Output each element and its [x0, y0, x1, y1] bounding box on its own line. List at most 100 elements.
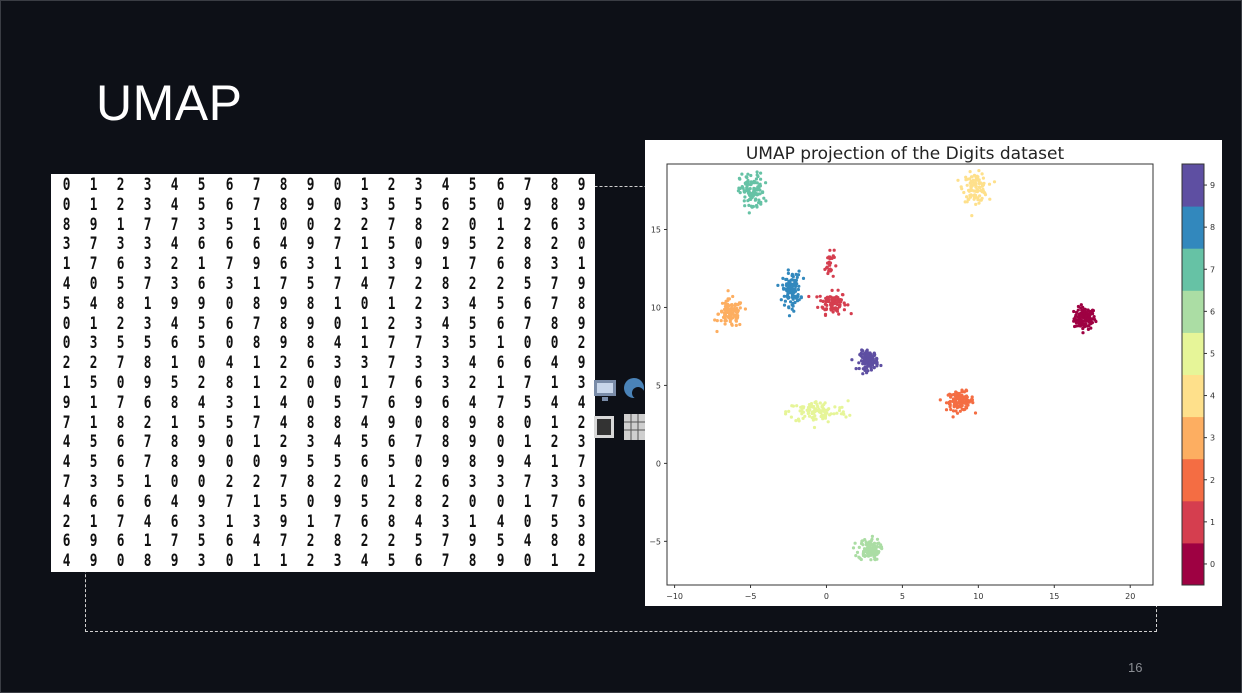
digit-cell: 2 [387, 531, 396, 552]
scatter-point [803, 414, 807, 418]
y-tick-label: 5 [656, 381, 661, 390]
digit-cell: 7 [387, 333, 396, 354]
digit-cell: 2 [523, 214, 531, 235]
scatter-point [757, 198, 761, 202]
digit-cell: 0 [496, 432, 504, 453]
digit-cell: 3 [252, 511, 261, 532]
scatter-point [838, 406, 842, 410]
digit-cell: 0 [225, 551, 233, 572]
digit-cell: 7 [333, 511, 342, 532]
digit-cell: 3 [306, 432, 315, 453]
digit-cell: 0 [252, 452, 261, 473]
digit-cell: 0 [225, 293, 233, 314]
scatter-point [877, 541, 881, 545]
scatter-point [725, 303, 729, 307]
digit-cell: 0 [198, 471, 206, 492]
scatter-point [815, 295, 819, 299]
digit-cell: 8 [62, 214, 71, 235]
digit-cell: 9 [387, 412, 396, 433]
digit-cell: 2 [333, 471, 342, 492]
digit-cell: 8 [143, 353, 152, 374]
scatter-point [978, 185, 982, 189]
digit-cell: 9 [577, 175, 586, 195]
digit-cell: 6 [116, 452, 125, 473]
scatter-point [743, 195, 747, 199]
digit-cell: 4 [469, 353, 477, 374]
scatter-point [846, 399, 850, 403]
colorbar-tick-label: 7 [1210, 265, 1215, 274]
scatter-point [837, 312, 841, 316]
colorbar-tick-label: 1 [1210, 518, 1215, 527]
digit-cell: 0 [171, 471, 179, 492]
scatter-point [746, 172, 750, 176]
scatter-point [832, 412, 836, 416]
digit-cell: 7 [89, 234, 98, 255]
digit-cell: 1 [143, 531, 152, 552]
digit-cell: 8 [387, 511, 396, 532]
digit-cell: 1 [496, 372, 504, 393]
digit-cell: 5 [225, 214, 233, 235]
scatter-point [748, 183, 753, 187]
scatter-point [791, 291, 795, 295]
scatter-point [872, 550, 876, 554]
digit-cell: 6 [442, 392, 450, 413]
digit-cell: 6 [550, 214, 559, 235]
python-logo-icon [624, 378, 644, 399]
digit-cell: 9 [469, 531, 477, 552]
digit-cell: 0 [62, 175, 71, 195]
scatter-point [842, 412, 846, 416]
digit-cell: 3 [442, 511, 450, 532]
digit-cell: 8 [116, 412, 125, 433]
digit-cell: 5 [333, 392, 342, 413]
digit-cell: 4 [360, 412, 369, 433]
digit-cell: 0 [279, 214, 288, 235]
colorbar-tick-label: 0 [1210, 560, 1215, 569]
scatter-point [791, 304, 795, 308]
scatter-point [851, 546, 856, 550]
digit-cell: 6 [442, 194, 450, 215]
scatter-point [738, 322, 742, 327]
scatter-point [970, 395, 974, 399]
scatter-point [987, 182, 992, 186]
digit-cell: 1 [360, 234, 369, 255]
digit-cell: 9 [523, 194, 531, 215]
digit-cell: 5 [306, 273, 315, 294]
scatter-point [789, 291, 793, 295]
scatter-point [977, 201, 981, 205]
digit-cell: 2 [252, 471, 261, 492]
digit-cell: 7 [550, 293, 559, 314]
scatter-point [723, 317, 727, 321]
digit-cell: 8 [252, 293, 261, 314]
digit-cell: 9 [198, 293, 206, 314]
scatter-point [728, 308, 732, 312]
scatter-point [975, 189, 979, 194]
scatter-point [976, 175, 980, 179]
digit-cell: 5 [387, 551, 396, 572]
digit-cell: 7 [279, 273, 288, 294]
scatter-point [755, 170, 759, 174]
digit-cell: 0 [306, 392, 315, 413]
scatter-point [791, 273, 795, 277]
digit-cell: 0 [577, 234, 586, 255]
scatter-point [831, 310, 835, 314]
scatter-point [978, 198, 983, 202]
scatter-point [831, 254, 835, 258]
scatter-point [796, 273, 801, 277]
scatter-point [832, 248, 836, 252]
digit-cell: 4 [62, 432, 71, 453]
digit-cell: 9 [252, 254, 261, 275]
scatter-point [818, 401, 822, 405]
colorbar-segment [1182, 290, 1204, 333]
digit-cell: 5 [469, 234, 477, 255]
digit-cell: 2 [279, 353, 288, 374]
scatter-point [823, 313, 828, 317]
digit-cell: 6 [387, 432, 396, 453]
y-tick-label: 15 [651, 225, 661, 234]
digit-cell: 1 [171, 353, 179, 374]
scatter-point [784, 277, 788, 282]
scatter-point [788, 281, 792, 285]
scatter-point [1091, 308, 1095, 312]
digit-cell: 0 [523, 333, 531, 354]
umap-plot-svg: UMAP projection of the Digits dataset −1… [649, 144, 1215, 601]
digit-cell: 7 [550, 491, 559, 512]
